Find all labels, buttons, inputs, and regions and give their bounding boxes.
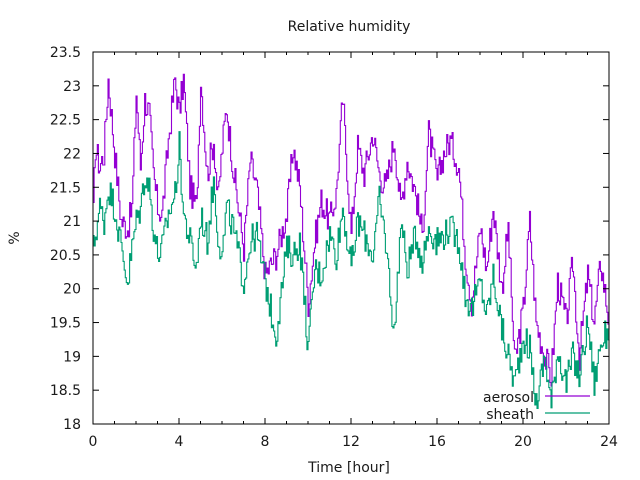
x-tick-label: 12	[342, 434, 360, 450]
y-tick-label: 23.5	[50, 45, 81, 61]
y-tick-label: 19.5	[50, 316, 81, 332]
x-tick-label: 0	[89, 434, 98, 450]
x-axis-label: Time [hour]	[307, 460, 390, 476]
legend-label-aerosol: aerosol	[483, 390, 534, 406]
series-layer	[93, 73, 610, 410]
legend-label-sheath: sheath	[486, 407, 534, 423]
x-tick-label: 16	[428, 434, 446, 450]
x-tick-label: 4	[175, 434, 184, 450]
series-line-sheath	[93, 131, 610, 410]
y-tick-label: 23	[63, 79, 81, 95]
y-tick-label: 18	[63, 417, 81, 433]
y-tick-label: 22.5	[50, 113, 81, 129]
y-axis: 18 18.5 19 19.5 20 20.5 21 21.5 22 22.5 23 23.5	[50, 45, 609, 433]
x-tick-label: 24	[600, 434, 618, 450]
chart-title: Relative humidity	[288, 19, 411, 35]
x-tick-label: 8	[261, 434, 270, 450]
y-tick-label: 21.5	[50, 180, 81, 196]
x-axis: 0 4 8 12 16 20 24	[89, 52, 618, 450]
series-line-aerosol	[93, 73, 610, 387]
x-tick-label: 20	[514, 434, 532, 450]
y-tick-label: 20	[63, 282, 81, 298]
y-tick-label: 21	[63, 214, 81, 230]
y-axis-label: %	[7, 231, 23, 244]
y-tick-label: 22	[63, 146, 81, 162]
y-tick-label: 19	[63, 349, 81, 365]
y-tick-label: 18.5	[50, 383, 81, 399]
legend: aerosol sheath	[483, 390, 590, 423]
y-tick-label: 20.5	[50, 248, 81, 264]
